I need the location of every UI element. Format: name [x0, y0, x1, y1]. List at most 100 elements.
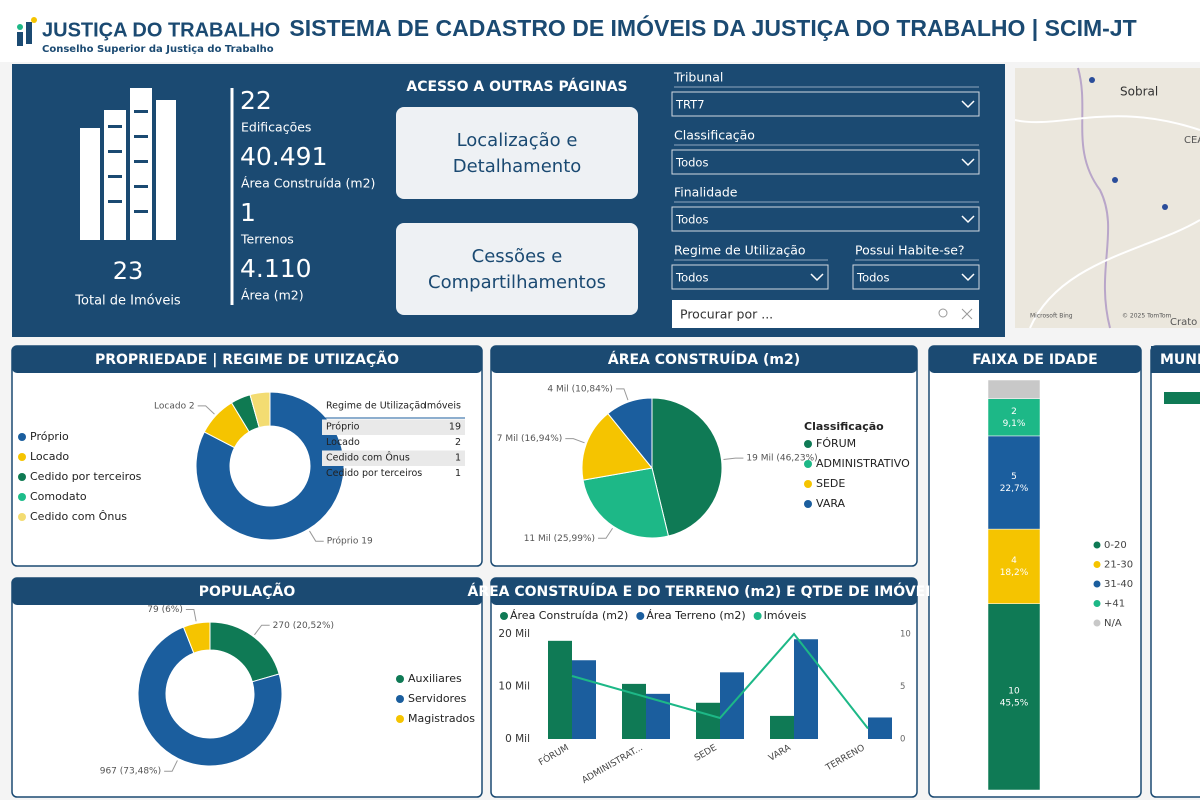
legend-marker [396, 675, 404, 683]
data-label: Próprio 19 [327, 536, 373, 547]
legend-marker [1093, 580, 1101, 588]
legend-marker [396, 715, 404, 723]
data-label: 79 (6%) [147, 605, 183, 615]
nav-button[interactable] [396, 107, 638, 199]
legend-label: ADMINISTRATIVO [816, 457, 910, 470]
filter-dropdown[interactable] [671, 91, 980, 117]
y-tick-label: 20 Mil [498, 628, 530, 640]
filter-label: Possui Habite-se? [855, 243, 965, 258]
search-placeholder[interactable]: Procurar por ... [680, 307, 773, 322]
data-label: 19 Mil (46,23%) [746, 454, 817, 464]
kpi-value: 40.491 [240, 142, 327, 171]
stacked-segment [987, 379, 1041, 399]
bar [696, 702, 720, 739]
filter-value[interactable]: Todos [675, 271, 708, 285]
data-label: 7 Mil (16,94%) [497, 434, 563, 444]
filter-value[interactable]: Todos [675, 213, 708, 227]
legend-marker [1093, 619, 1101, 627]
filter-label: Classificação [674, 128, 755, 143]
logo-icon [17, 17, 37, 46]
nav-button-line[interactable]: Localização e [457, 130, 578, 151]
legend-label: Servidores [408, 692, 467, 705]
kpi-value: 22 [240, 86, 272, 115]
logo-subtitle: Conselho Superior da Justiça do Trabalho [42, 44, 274, 55]
panel-header [12, 578, 482, 605]
legend-label: Cedido com Ônus [30, 510, 127, 523]
nav-button-line[interactable]: Detalhamento [453, 156, 582, 177]
data-label: 270 (20,52%) [273, 621, 334, 631]
legend-label: Cedido por terceiros [30, 470, 142, 483]
map-place: CEA [1184, 135, 1200, 146]
filter-value[interactable]: TRT7 [675, 98, 705, 112]
filter-value[interactable]: Todos [856, 271, 889, 285]
nav-button-line[interactable]: Cessões e [472, 246, 563, 267]
data-label: 967 (73,48%) [100, 767, 161, 777]
pie-slice [651, 397, 723, 537]
leader-line [615, 388, 629, 401]
building-icon [80, 88, 176, 240]
panel-header [491, 346, 917, 373]
map-place: Crato [1170, 317, 1197, 328]
legend-label: Auxiliares [408, 672, 462, 685]
leader-line [164, 760, 178, 772]
dropdown-chevron [961, 158, 975, 167]
table-cell: 1 [455, 468, 461, 479]
filter-dropdown[interactable] [671, 264, 829, 290]
data-label: 2 [1011, 407, 1017, 417]
header-bar [0, 0, 1200, 62]
data-label: Locado 2 [154, 401, 195, 411]
kpi-label: Área (m2) [241, 288, 304, 303]
dropdown-chevron [810, 273, 824, 282]
legend-label: +41 [1104, 599, 1125, 610]
legend-marker [804, 500, 812, 508]
legend-label: Área Terreno (m2) [646, 609, 745, 622]
data-label: 4 [1011, 556, 1017, 566]
legend-label: Próprio [30, 430, 69, 443]
data-label: 22,7% [1000, 484, 1029, 494]
bar [548, 640, 572, 739]
y2-tick-label: 10 [900, 630, 911, 640]
filter-value[interactable]: Todos [675, 156, 708, 170]
leader-line [185, 609, 197, 622]
panel-title: PROPRIEDADE | REGIME DE UTIIZAÇÃO [95, 351, 399, 368]
table-cell: Cedido com Ônus [326, 452, 410, 464]
bar [770, 715, 794, 739]
search-box[interactable] [672, 300, 979, 328]
y2-tick-label: 0 [900, 735, 905, 745]
kpi-value: 1 [240, 198, 256, 227]
nav-button-line[interactable]: Compartilhamentos [428, 272, 606, 293]
data-label: 11 Mil (25,99%) [524, 534, 595, 544]
kpi-value: 4.110 [240, 254, 312, 283]
legend-title: Classificação [804, 420, 884, 433]
legend-marker [500, 612, 508, 620]
data-label: 45,5% [1000, 698, 1029, 708]
panel-header [491, 578, 917, 605]
data-label: 9,1% [1003, 419, 1026, 429]
y2-tick-label: 5 [900, 682, 905, 692]
panel-title: ÁREA CONSTRUÍDA (m2) [608, 351, 800, 368]
filter-dropdown[interactable] [671, 206, 980, 232]
data-label: 4 Mil (10,84%) [547, 384, 613, 394]
panel-header [1151, 346, 1200, 373]
filter-dropdown[interactable] [671, 149, 980, 175]
legend-marker [18, 513, 26, 521]
panel-title: ÁREA CONSTRUÍDA E DO TERRENO (m2) E QTDE… [467, 582, 940, 600]
leader-line [197, 405, 215, 415]
nav-button-label[interactable]: Localização e Detalhamento [453, 130, 582, 177]
legend-label: Magistrados [408, 712, 475, 725]
stacked-segment [987, 603, 1041, 791]
dropdown-chevron [961, 215, 975, 224]
y-tick-label: 10 Mil [498, 681, 530, 693]
legend-label: 31-40 [1104, 579, 1133, 590]
legend-label: N/A [1104, 618, 1122, 629]
legend-marker [18, 453, 26, 461]
panel-title: FAIXA DE IDADE [972, 352, 1097, 368]
panel [11, 577, 483, 798]
map-attribution: Microsoft Bing [1030, 313, 1073, 320]
nav-button[interactable] [396, 223, 638, 315]
nav-button-label[interactable]: Cessões e Compartilhamentos [428, 246, 606, 293]
filter-dropdown[interactable] [852, 264, 980, 290]
table-cell: Locado [326, 437, 360, 448]
leader-line [597, 527, 613, 539]
leader-line [309, 530, 324, 542]
